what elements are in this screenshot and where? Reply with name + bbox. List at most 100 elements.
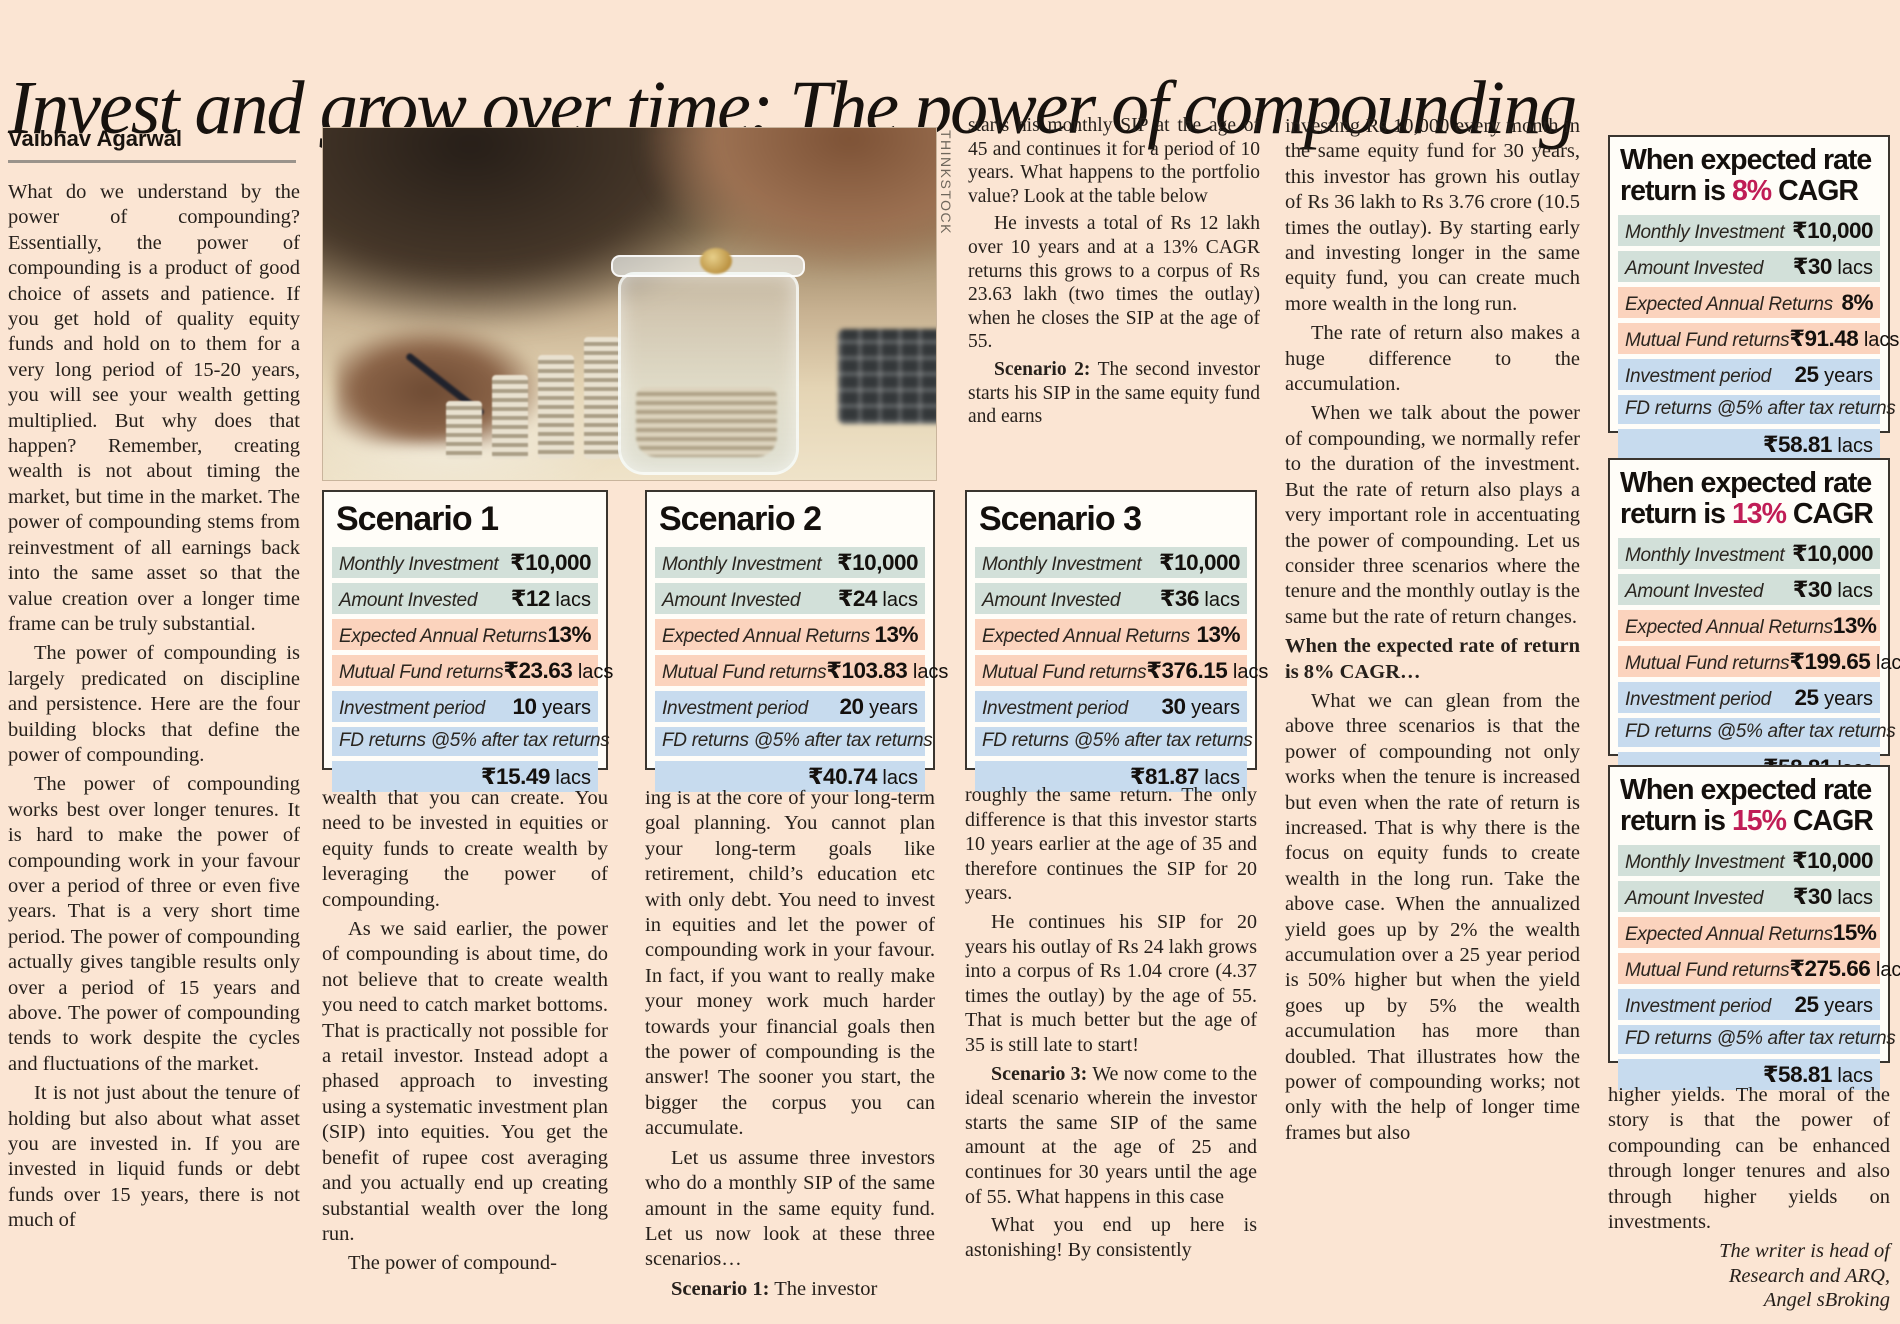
column-6-lower: higher yields. The moral of the story is…	[1608, 1083, 1890, 1320]
table-row: Amount Invested ₹36 lacs	[975, 583, 1247, 614]
table-row: Amount Invested ₹30 lacs	[1618, 251, 1880, 282]
table-row: Investment period 10 years	[332, 691, 598, 722]
table-row: Expected Annual Returns 13%	[655, 619, 925, 650]
photo-falling-coin	[699, 247, 732, 274]
column-5: investing Rs 10,000 every month in the s…	[1285, 114, 1580, 1320]
table-row: Expected Annual Returns 13%	[332, 619, 598, 650]
rate-value: 15%	[1731, 805, 1787, 837]
paragraph: What we can glean from the above three s…	[1285, 689, 1580, 1144]
table-title: Scenario 2	[659, 500, 822, 538]
column-4-upper: starts his monthly SIP at the age of 45 …	[968, 114, 1260, 480]
author-signature: Research and ARQ,	[1728, 1264, 1890, 1287]
photo-coin-stack	[491, 374, 528, 459]
table-row: Monthly Investment ₹10,000	[655, 547, 925, 578]
column-1: What do we understand by the power of co…	[8, 180, 300, 1320]
table-row: FD returns @5% after tax returns	[975, 727, 1253, 756]
table-row: Monthly Investment ₹10,000	[975, 547, 1247, 578]
author-signature: Angel sBroking	[1763, 1289, 1890, 1312]
author-signature: The writer is head of	[1719, 1240, 1890, 1263]
table-row: FD returns @5% after tax returns	[655, 727, 933, 756]
paragraph: Scenario 2: The second investor starts h…	[968, 358, 1260, 428]
table-row: Monthly Investment ₹10,000	[332, 547, 598, 578]
table-row: Investment period 25 years	[1618, 359, 1880, 390]
table-row: Amount Invested ₹30 lacs	[1618, 574, 1880, 605]
photo-jar-coins	[635, 386, 777, 458]
paragraph: It is not just about the tenure of holdi…	[8, 1082, 300, 1232]
paragraph: Let us assume three investors who do a m…	[645, 1146, 935, 1271]
rate-table-8pct: When expected rate return is 8% CAGR Mon…	[1608, 135, 1899, 460]
byline-rule	[8, 160, 296, 163]
photo-arm	[641, 128, 936, 276]
table-row: Mutual Fund returns₹275.66 lacs	[1618, 953, 1900, 984]
table-row: Expected Annual Returns 13%	[975, 619, 1247, 650]
table-total-row: ₹58.81 lacs	[1618, 429, 1880, 460]
paragraph: When we talk about the power of compound…	[1285, 402, 1580, 628]
scenario-3-table: Scenario 3 Monthly Investment ₹10,000 Amo…	[965, 490, 1268, 792]
table-row: Mutual Fund returns₹199.65 lacs	[1618, 646, 1900, 677]
scenario-lead: Scenario 3:	[991, 1062, 1088, 1085]
table-row: FD returns @5% after tax returns	[1618, 1025, 1896, 1054]
paragraph: The power of compounding is largely pred…	[8, 642, 300, 766]
table-total-row: ₹58.81 lacs	[1618, 1059, 1880, 1090]
table-row: Investment period 25 years	[1618, 682, 1880, 713]
table-title: When expected rate return is 8% CAGR	[1620, 144, 1872, 207]
paragraph: The power of compound-	[348, 1252, 557, 1275]
scenario-2-table: Scenario 2 Monthly Investment ₹10,000 Amo…	[645, 490, 948, 792]
photo-coin-stack	[445, 400, 482, 459]
table-title: Scenario 3	[979, 500, 1142, 538]
rate-value: 13%	[1731, 498, 1787, 530]
table-row: Investment period 30 years	[975, 691, 1247, 722]
paragraph: What do we understand by the power of co…	[8, 181, 300, 635]
paragraph: Scenario 3: We now come to the ideal sce…	[965, 1062, 1257, 1208]
paragraph: The rate of return also makes a huge dif…	[1285, 322, 1580, 396]
paragraph: Scenario 1: The investor	[671, 1277, 878, 1300]
rate-table-15pct: When expected rate return is 15% CAGR Mo…	[1608, 765, 1900, 1090]
column-3-lower: ing is at the core of your long-term goa…	[645, 786, 935, 1320]
paragraph: starts his monthly SIP at the age of 45 …	[968, 115, 1260, 207]
table-row: Mutual Fund returns ₹91.48 lacs	[1618, 323, 1899, 354]
table-row: Amount Invested ₹24 lacs	[655, 583, 925, 614]
table-row: Expected Annual Returns 8%	[1618, 287, 1880, 318]
table-row: Mutual Fund returns ₹103.83 lacs	[655, 655, 948, 686]
paragraph: He invests a total of Rs 12 lakh over 10…	[968, 213, 1260, 353]
paragraph: investing Rs 10,000 every month in the s…	[1285, 115, 1580, 315]
paragraph: He continues his SIP for 20 years his ou…	[965, 910, 1257, 1056]
photo-credit: THINKSTOCK	[938, 130, 954, 235]
column-2-lower: wealth that you can create. You need to …	[322, 786, 608, 1320]
table-row: Investment period 20 years	[655, 691, 925, 722]
photo-coin-stack	[583, 336, 620, 459]
table-row: FD returns @5% after tax returns	[1618, 718, 1896, 747]
scenario-1-table: Scenario 1 Monthly Investment ₹10,000 Amo…	[322, 490, 613, 792]
rate-table-13pct: When expected rate return is 13% CAGR Mo…	[1608, 458, 1900, 783]
table-row: Monthly Investment ₹10,000	[1618, 215, 1880, 246]
section-heading: When the expected rate of return is 8% C…	[1285, 635, 1580, 683]
rate-value: 8%	[1731, 175, 1772, 207]
paragraph: The power of compounding works best over…	[8, 773, 300, 1075]
table-row: FD returns @5% after tax returns	[332, 727, 610, 756]
paragraph: roughly the same return. The only differ…	[965, 784, 1257, 905]
article-photo	[322, 127, 937, 481]
table-row: Mutual Fund returns ₹23.63 lacs	[332, 655, 613, 686]
table-row: Monthly Investment ₹10,000	[1618, 538, 1880, 569]
photo-calculator	[837, 328, 936, 424]
paragraph: ing is at the core of your long-term goa…	[645, 787, 935, 1140]
scenario-lead: Scenario 1:	[671, 1277, 770, 1300]
table-row: Monthly Investment ₹10,000	[1618, 845, 1880, 876]
photo-coin-stack	[537, 354, 574, 459]
paragraph: higher yields. The moral of the story is…	[1608, 1084, 1890, 1234]
table-total-row: ₹81.87 lacs	[975, 761, 1247, 792]
table-title: When expected rate return is 15% CAGR	[1620, 774, 1874, 837]
table-row: Mutual Fund returns ₹376.15 lacs	[975, 655, 1268, 686]
table-row: Expected Annual Returns 13%	[1618, 610, 1880, 641]
table-row: Investment period 25 years	[1618, 989, 1880, 1020]
table-total-row: ₹40.74 lacs	[655, 761, 925, 792]
table-row: Amount Invested ₹12 lacs	[332, 583, 598, 614]
table-row: FD returns @5% after tax returns	[1618, 395, 1896, 424]
byline: Vaibhav Agarwal	[8, 126, 183, 151]
scenario-lead: Scenario 2:	[994, 358, 1091, 380]
column-4-lower: roughly the same return. The only differ…	[965, 783, 1257, 1324]
paragraph: wealth that you can create. You need to …	[322, 787, 608, 911]
table-title: When expected rate return is 13% CAGR	[1620, 467, 1874, 530]
table-title: Scenario 1	[336, 500, 499, 538]
table-row: Expected Annual Returns 15%	[1618, 917, 1880, 948]
